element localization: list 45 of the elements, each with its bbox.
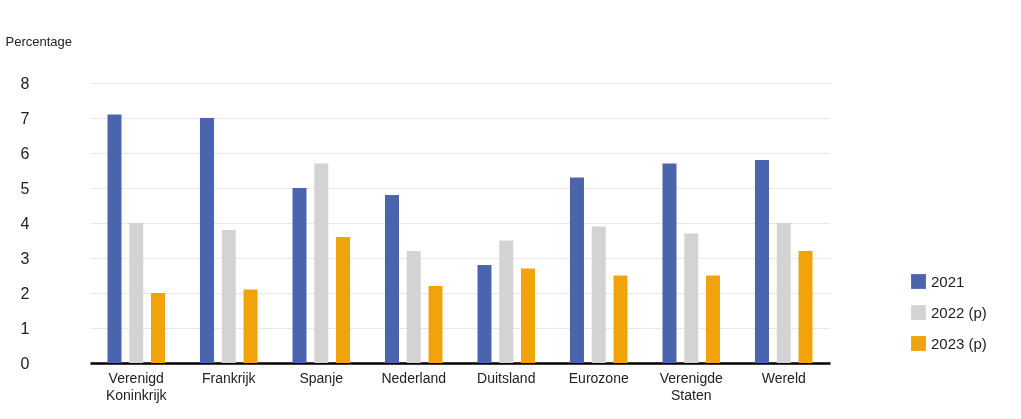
bar [798, 251, 813, 363]
x-tick-label: Eurozone [568, 369, 629, 386]
x-tick-label: Wereld [761, 369, 806, 386]
bar [384, 195, 399, 363]
x-tick-label: Spanje [299, 369, 344, 386]
y-tick-label: 6 [20, 144, 30, 162]
x-tick-label: Verenigde Staten [659, 369, 723, 403]
legend-label: 2023 (p) [931, 334, 987, 352]
bar [406, 251, 421, 363]
bar [521, 268, 536, 363]
legend-label: 2022 (p) [931, 303, 987, 321]
y-tick-label: 0 [20, 354, 30, 372]
legend-label: 2021 [931, 272, 965, 290]
bar [107, 114, 122, 363]
bar [754, 160, 769, 363]
bar [613, 275, 628, 363]
bar [292, 188, 307, 363]
y-tick-label: 2 [20, 284, 30, 302]
bar [243, 289, 258, 363]
bar [199, 118, 214, 363]
x-tick-label: Nederland [381, 369, 447, 386]
bar [221, 230, 236, 363]
bar [314, 163, 329, 363]
y-axis-title: Percentage [5, 33, 72, 49]
y-tick-label: 1 [20, 319, 30, 337]
x-tick-label: Duitsland [477, 369, 536, 386]
bar [684, 233, 699, 363]
bar [428, 286, 443, 363]
bar [569, 177, 584, 363]
bar [151, 293, 166, 363]
bar [477, 265, 492, 363]
y-tick-label: 5 [20, 179, 30, 197]
bar [129, 223, 144, 363]
bar [662, 163, 677, 363]
bar [499, 240, 514, 363]
y-tick-label: 8 [20, 74, 30, 92]
y-tick-label: 4 [20, 214, 30, 232]
bar [591, 226, 606, 363]
x-tick-label: Frankrijk [201, 369, 257, 386]
y-tick-label: 7 [20, 109, 30, 127]
bar [706, 275, 721, 363]
bar [776, 223, 791, 363]
y-tick-label: 3 [20, 249, 30, 267]
bar [336, 237, 351, 363]
x-tick-label: Verenigd Koninkrijk [105, 369, 168, 403]
